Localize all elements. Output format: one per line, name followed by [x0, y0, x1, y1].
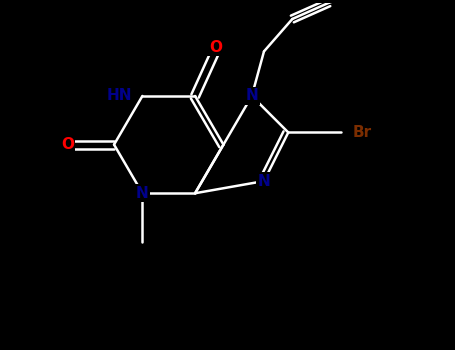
- Text: N: N: [258, 174, 270, 189]
- Text: HN: HN: [107, 89, 132, 104]
- Text: N: N: [245, 89, 258, 104]
- Text: O: O: [61, 137, 74, 152]
- Text: N: N: [136, 186, 149, 201]
- Text: O: O: [209, 40, 222, 55]
- Text: Br: Br: [353, 125, 372, 140]
